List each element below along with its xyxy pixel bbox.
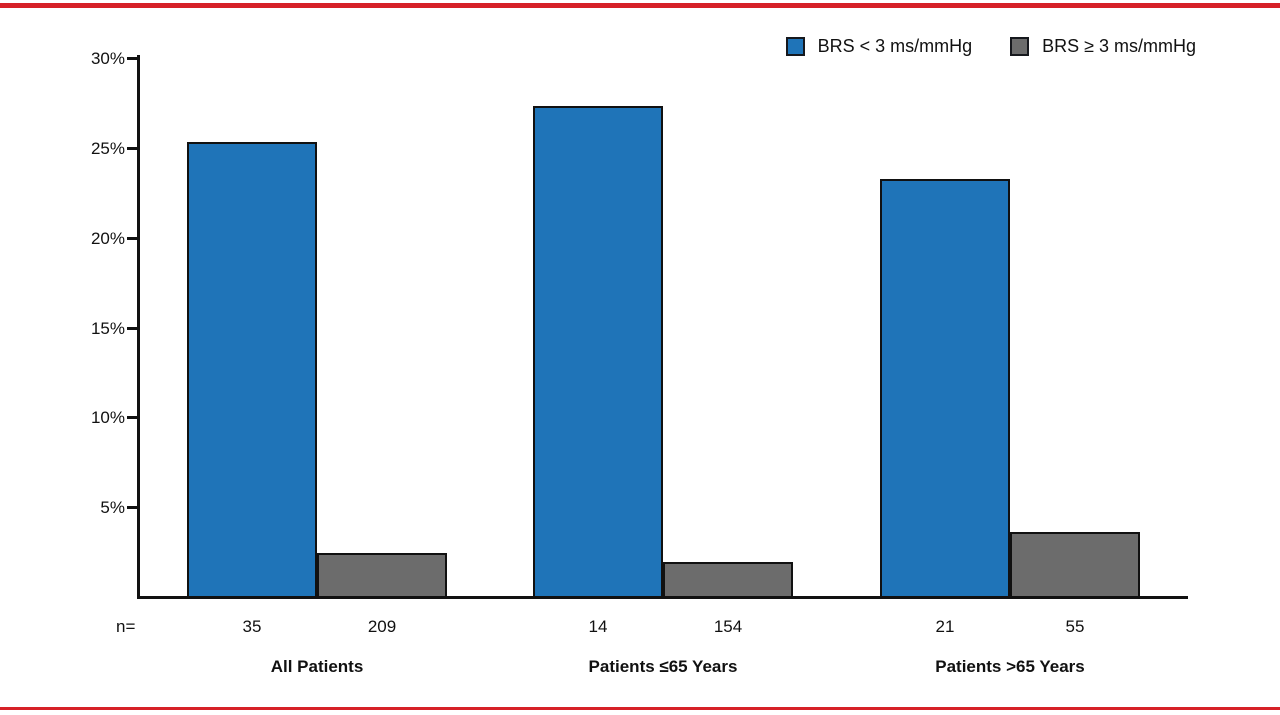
y-tick-label-5: 5%: [100, 498, 125, 517]
legend-swatch-brs-low: [785, 37, 805, 56]
top-red-rule: [0, 3, 1280, 8]
bottom-red-rule: [0, 707, 1280, 710]
category-label-patients-65-years: Patients >65 Years: [935, 657, 1085, 676]
bar-brs-3-ms-mmhg-patients-65-years: [663, 562, 793, 598]
y-tick-25: [127, 147, 137, 150]
legend-item-brs-low: BRS < 3 ms/mmHg: [785, 36, 973, 57]
category-label-all-patients: All Patients: [270, 657, 364, 676]
y-tick-30: [127, 57, 137, 60]
bar-brs-3-ms-mmhg-patients-65-years: [1010, 532, 1140, 598]
bar-brs-3-ms-mmhg-all-patients: [187, 142, 317, 598]
y-tick-label-30: 30%: [90, 49, 125, 68]
n-value-brs-3-ms-mmhg-patients-65-years: 14: [588, 617, 608, 636]
y-axis-line: [137, 55, 140, 599]
chart-legend: BRS < 3 ms/mmHg BRS ≥ 3 ms/mmHg: [785, 36, 1196, 57]
y-tick-15: [127, 327, 137, 330]
legend-swatch-brs-high: [1010, 37, 1030, 56]
y-tick-label-25: 25%: [90, 139, 125, 158]
category-label-patients-65-years: Patients ≤65 Years: [588, 657, 738, 676]
n-value-brs-3-ms-mmhg-patients-65-years: 21: [935, 617, 955, 636]
legend-item-brs-high: BRS ≥ 3 ms/mmHg: [1010, 36, 1196, 57]
n-equals-label: n=: [116, 617, 136, 636]
n-value-brs-3-ms-mmhg-patients-65-years: 55: [1065, 617, 1085, 636]
legend-label-brs-high: BRS ≥ 3 ms/mmHg: [1042, 36, 1196, 56]
y-tick-10: [127, 416, 137, 419]
bar-brs-3-ms-mmhg-patients-65-years: [533, 106, 663, 598]
y-tick-label-15: 15%: [90, 319, 125, 338]
legend-label-brs-low: BRS < 3 ms/mmHg: [817, 36, 973, 56]
n-value-brs-3-ms-mmhg-patients-65-years: 154: [713, 617, 743, 636]
bar-brs-3-ms-mmhg-all-patients: [317, 553, 447, 598]
bar-brs-3-ms-mmhg-patients-65-years: [880, 179, 1010, 598]
y-tick-label-10: 10%: [90, 408, 125, 427]
n-value-brs-3-ms-mmhg-all-patients: 209: [367, 617, 397, 636]
y-tick-5: [127, 506, 137, 509]
y-tick-label-20: 20%: [90, 229, 125, 248]
n-value-brs-3-ms-mmhg-all-patients: 35: [242, 617, 262, 636]
y-tick-20: [127, 237, 137, 240]
